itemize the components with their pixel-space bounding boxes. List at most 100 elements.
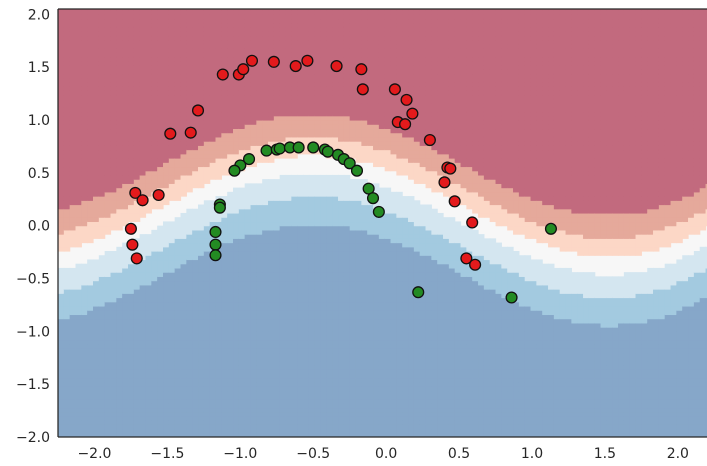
region-cell xyxy=(192,77,199,83)
region-cell xyxy=(279,246,287,252)
region-cell xyxy=(355,390,362,396)
region-cell xyxy=(174,420,182,425)
region-cell xyxy=(250,411,257,417)
region-cell xyxy=(203,39,211,45)
region-cell xyxy=(98,111,106,117)
region-cell xyxy=(133,360,141,366)
region-cell xyxy=(69,272,77,277)
region-cell xyxy=(122,153,129,159)
region-cell xyxy=(233,103,240,108)
region-cell xyxy=(338,234,345,239)
region-cell xyxy=(87,369,94,375)
region-cell xyxy=(116,284,123,290)
region-cell xyxy=(203,403,211,409)
region-cell xyxy=(250,77,257,83)
region-cell xyxy=(186,267,193,273)
region-cell xyxy=(157,377,164,383)
region-cell xyxy=(273,369,281,375)
region-cell xyxy=(221,322,228,328)
region-cell xyxy=(139,411,147,417)
region-cell xyxy=(273,398,281,404)
region-cell xyxy=(338,132,345,138)
region-cell xyxy=(163,234,170,239)
region-cell xyxy=(163,136,170,142)
region-cell xyxy=(174,86,182,91)
region-cell xyxy=(349,124,357,130)
region-cell xyxy=(221,221,228,227)
region-cell xyxy=(168,322,176,328)
region-cell xyxy=(63,166,71,172)
region-cell xyxy=(133,179,141,184)
region-cell xyxy=(279,373,287,379)
region-cell xyxy=(279,124,287,130)
region-cell xyxy=(238,56,246,62)
region-cell xyxy=(314,111,322,117)
region-cell xyxy=(116,81,123,87)
region-cell xyxy=(198,18,205,24)
region-cell xyxy=(75,284,82,290)
region-cell xyxy=(314,420,322,425)
region-cell xyxy=(250,183,257,189)
region-cell xyxy=(297,212,304,218)
region-cell xyxy=(297,305,304,311)
region-cell xyxy=(145,272,152,277)
region-cell xyxy=(291,251,298,256)
region-cell xyxy=(320,183,327,189)
region-cell xyxy=(308,246,316,252)
region-cell xyxy=(81,322,88,328)
region-cell xyxy=(186,377,193,383)
region-cell xyxy=(343,136,351,142)
region-cell xyxy=(69,212,77,218)
region-cell xyxy=(297,301,304,307)
region-cell xyxy=(349,217,357,223)
region-cell xyxy=(139,212,147,218)
region-cell xyxy=(75,348,82,354)
region-cell xyxy=(215,297,222,303)
region-cell xyxy=(349,280,357,286)
region-cell xyxy=(256,18,263,24)
region-cell xyxy=(273,280,281,286)
region-cell xyxy=(174,196,182,201)
region-cell xyxy=(250,415,257,421)
region-cell xyxy=(58,191,65,197)
region-cell xyxy=(133,276,141,282)
region-cell xyxy=(58,318,65,324)
region-cell xyxy=(174,259,182,265)
region-cell xyxy=(63,369,71,375)
region-cell xyxy=(338,200,345,206)
region-cell xyxy=(151,124,158,130)
region-cell xyxy=(133,390,141,396)
region-cell xyxy=(285,382,292,387)
region-cell xyxy=(174,128,182,134)
region-cell xyxy=(63,305,71,311)
region-cell xyxy=(122,48,129,53)
region-cell xyxy=(332,141,339,146)
region-cell xyxy=(303,14,310,20)
region-cell xyxy=(69,77,77,83)
region-cell xyxy=(320,322,327,328)
region-cell xyxy=(233,217,240,223)
region-cell xyxy=(238,229,246,235)
region-cell xyxy=(75,191,82,197)
region-cell xyxy=(145,420,152,425)
region-cell xyxy=(227,263,234,269)
region-cell xyxy=(98,318,106,324)
region-cell xyxy=(250,31,257,37)
region-cell xyxy=(338,411,345,417)
region-cell xyxy=(227,204,234,210)
region-cell xyxy=(98,382,106,387)
region-cell xyxy=(320,98,327,104)
region-cell xyxy=(203,234,211,239)
region-cell xyxy=(203,424,211,430)
region-cell xyxy=(145,77,152,83)
region-cell xyxy=(343,344,351,349)
region-cell xyxy=(63,331,71,337)
region-cell xyxy=(133,289,141,294)
region-cell xyxy=(203,360,211,366)
region-cell xyxy=(174,22,182,28)
region-cell xyxy=(250,22,257,28)
region-cell xyxy=(81,98,88,104)
region-cell xyxy=(157,251,164,256)
region-cell xyxy=(145,179,152,184)
region-cell xyxy=(303,234,310,239)
